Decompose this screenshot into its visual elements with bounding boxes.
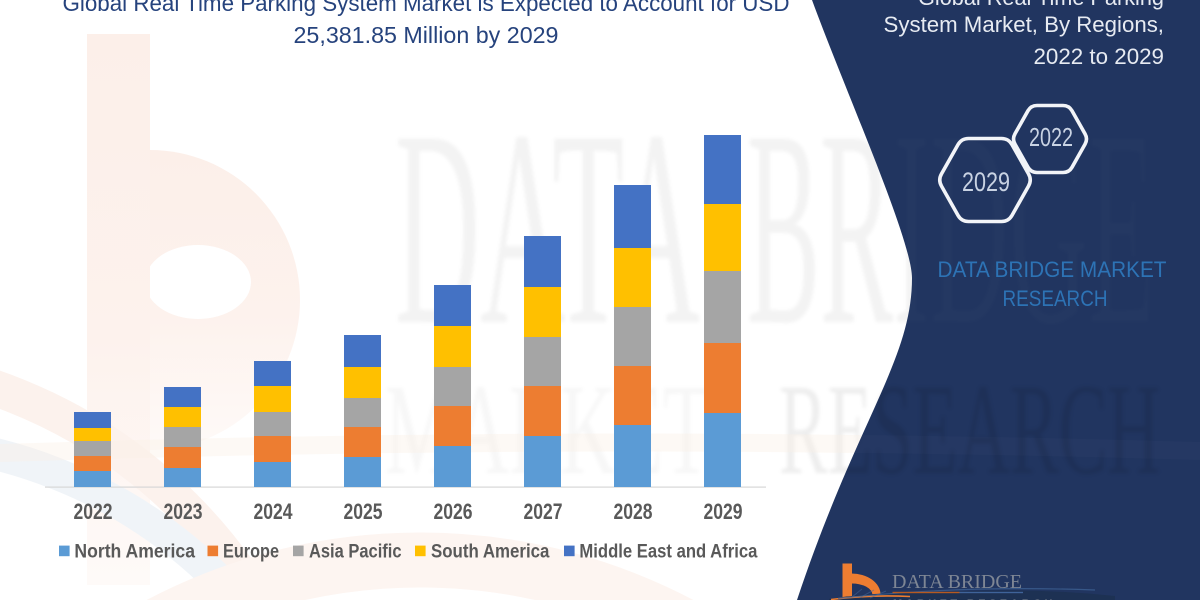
svg-text:DATA BRIDGE: DATA BRIDGE [892,572,1022,593]
svg-text:2022: 2022 [74,499,113,524]
svg-text:MARKET RESEARCH: MARKET RESEARCH [893,598,1056,600]
svg-text:RESEARCH: RESEARCH [1003,286,1108,311]
svg-text:DATA BRIDGE MARKET: DATA BRIDGE MARKET [938,257,1167,282]
svg-text:2025: 2025 [344,499,383,524]
svg-text:Asia Pacific: Asia Pacific [309,542,402,563]
svg-text:System Market, By Regions,: System Market, By Regions, [884,12,1165,37]
svg-text:2022: 2022 [1029,122,1073,152]
svg-text:2029: 2029 [962,167,1010,197]
svg-text:2022 to 2029: 2022 to 2029 [1034,44,1165,69]
svg-text:2029: 2029 [704,499,743,524]
svg-text:North America: North America [74,542,195,563]
svg-text:2024: 2024 [254,499,294,524]
svg-text:2027: 2027 [524,499,563,524]
svg-text:Global Real Time Parking Syste: Global Real Time Parking System Market i… [63,0,790,16]
svg-text:Middle East and Africa: Middle East and Africa [579,542,757,563]
svg-text:2026: 2026 [434,499,473,524]
svg-text:Europe: Europe [223,542,279,563]
svg-text:2028: 2028 [614,499,653,524]
svg-text:South America: South America [431,542,550,563]
svg-text:Global Real Time Parking: Global Real Time Parking [918,0,1164,10]
svg-text:2023: 2023 [164,499,203,524]
svg-text:25,381.85 Million by 2029: 25,381.85 Million by 2029 [294,22,559,48]
